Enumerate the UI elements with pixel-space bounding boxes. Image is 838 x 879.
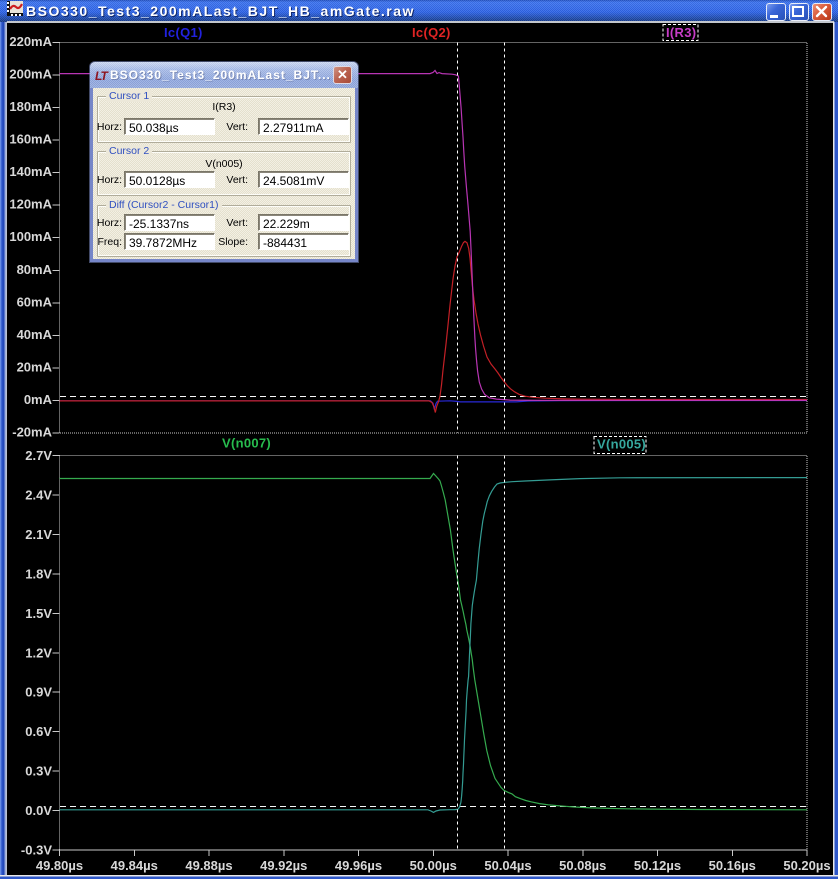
svg-text:V(n005): V(n005) (597, 437, 646, 452)
svg-text:60mA: 60mA (17, 294, 53, 309)
svg-text:80mA: 80mA (17, 262, 53, 277)
svg-text:2.4V: 2.4V (25, 487, 52, 502)
svg-text:0.0V: 0.0V (25, 803, 52, 818)
svg-text:50.04µs: 50.04µs (484, 858, 531, 873)
svg-text:49.80µs: 49.80µs (36, 858, 83, 873)
svg-text:220mA: 220mA (9, 34, 52, 49)
svg-text:160mA: 160mA (9, 132, 52, 147)
svg-text:0.9V: 0.9V (25, 685, 52, 700)
svg-text:49.84µs: 49.84µs (111, 858, 158, 873)
svg-text:0.3V: 0.3V (25, 764, 52, 779)
svg-text:120mA: 120mA (9, 197, 52, 212)
svg-text:I(R3): I(R3) (666, 25, 696, 40)
svg-text:50.08µs: 50.08µs (559, 858, 606, 873)
svg-text:1.2V: 1.2V (25, 645, 52, 660)
svg-text:49.96µs: 49.96µs (335, 858, 382, 873)
svg-text:50.20µs: 50.20µs (783, 858, 830, 873)
svg-text:2.1V: 2.1V (25, 527, 52, 542)
svg-text:200mA: 200mA (9, 67, 52, 82)
svg-text:140mA: 140mA (9, 164, 52, 179)
svg-text:50.00µs: 50.00µs (410, 858, 457, 873)
svg-text:Ic(Q2): Ic(Q2) (412, 25, 451, 40)
svg-text:V(n007): V(n007) (222, 436, 271, 451)
svg-text:49.88µs: 49.88µs (185, 858, 232, 873)
svg-text:49.92µs: 49.92µs (260, 858, 307, 873)
svg-text:1.8V: 1.8V (25, 566, 52, 581)
svg-text:0mA: 0mA (24, 392, 53, 407)
svg-text:100mA: 100mA (9, 229, 52, 244)
svg-text:180mA: 180mA (9, 99, 52, 114)
svg-text:50.16µs: 50.16µs (709, 858, 756, 873)
svg-text:1.5V: 1.5V (25, 606, 52, 621)
svg-text:-0.3V: -0.3V (21, 843, 52, 858)
svg-text:0.6V: 0.6V (25, 724, 52, 739)
svg-text:2.7V: 2.7V (25, 448, 52, 463)
svg-text:50.12µs: 50.12µs (634, 858, 681, 873)
svg-text:-20mA: -20mA (12, 424, 52, 439)
svg-text:40mA: 40mA (17, 327, 53, 342)
svg-text:Ic(Q1): Ic(Q1) (164, 25, 203, 40)
svg-text:20mA: 20mA (17, 359, 53, 374)
